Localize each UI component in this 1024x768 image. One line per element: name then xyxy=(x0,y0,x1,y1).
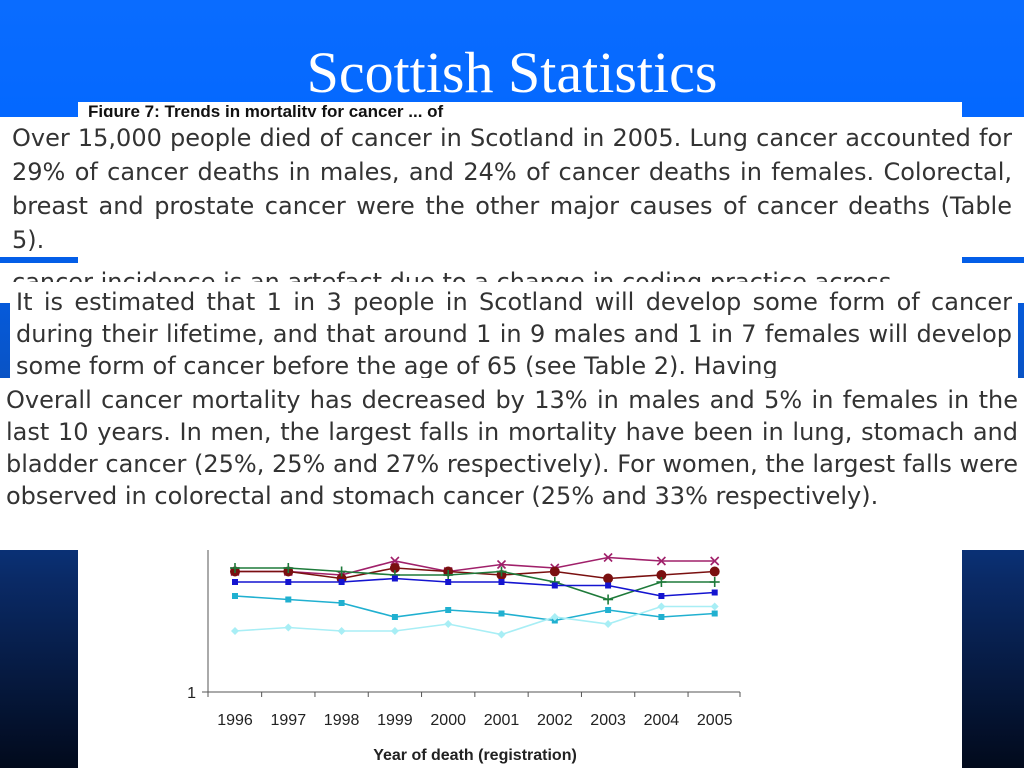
lifetime-risk-text: It is estimated that 1 in 3 people in Sc… xyxy=(10,282,1018,378)
series-line xyxy=(234,605,715,636)
data-point xyxy=(710,556,720,566)
data-point xyxy=(231,627,239,635)
y-tick-label: 1 xyxy=(187,685,196,702)
data-point xyxy=(284,623,293,632)
x-tick-label: 1996 xyxy=(217,712,253,729)
data-point xyxy=(658,593,665,599)
data-point xyxy=(338,600,345,606)
data-point xyxy=(390,627,399,635)
x-tick-label: 1999 xyxy=(377,712,413,729)
data-point xyxy=(390,556,400,566)
data-point xyxy=(657,602,666,611)
data-point xyxy=(496,559,507,570)
series-line xyxy=(234,595,715,622)
data-point xyxy=(232,593,238,599)
data-point xyxy=(389,563,400,573)
x-tick-label: 2001 xyxy=(484,712,520,729)
data-point xyxy=(338,579,345,585)
data-point xyxy=(497,630,506,639)
data-point xyxy=(285,596,292,603)
data-point xyxy=(603,573,614,584)
data-point xyxy=(711,589,718,596)
x-tick-label: 2002 xyxy=(537,712,573,729)
data-point xyxy=(605,607,612,613)
x-tick-label: 2004 xyxy=(644,712,680,729)
mortality-trend-text: Overall cancer mortality has decreased b… xyxy=(0,378,1024,550)
data-point xyxy=(445,579,452,585)
data-point xyxy=(603,552,613,563)
data-point xyxy=(232,579,238,585)
x-tick-label: 1998 xyxy=(324,712,360,729)
lifetime-risk-paragraph: It is estimated that 1 in 3 people in Sc… xyxy=(16,288,1012,378)
figure-caption: Figure 7: Trends in mortality for cancer… xyxy=(88,102,444,121)
data-point xyxy=(656,570,667,580)
mortality-trend-paragraph: Overall cancer mortality has decreased b… xyxy=(6,386,1018,510)
x-axis-label: Year of death (registration) xyxy=(373,747,577,764)
x-tick-label: 1997 xyxy=(271,712,307,729)
series-line xyxy=(235,556,715,576)
data-point xyxy=(709,566,720,577)
data-point xyxy=(551,582,558,589)
cancer-deaths-text: Over 15,000 people died of cancer in Sco… xyxy=(0,117,1024,257)
data-point xyxy=(550,613,559,621)
x-tick-label: 2005 xyxy=(697,712,733,729)
data-point xyxy=(656,556,666,566)
data-point xyxy=(604,620,613,628)
data-point xyxy=(445,607,452,613)
data-point xyxy=(658,614,665,620)
data-point xyxy=(605,582,612,589)
series-line xyxy=(235,577,715,597)
data-point xyxy=(337,627,346,635)
x-tick-label: 2000 xyxy=(430,712,466,729)
data-point xyxy=(391,575,398,582)
data-point xyxy=(498,610,505,617)
cancer-deaths-paragraph: Over 15,000 people died of cancer in Sco… xyxy=(12,124,1012,254)
data-point xyxy=(498,579,505,585)
data-point xyxy=(444,620,453,628)
data-point xyxy=(710,602,719,611)
data-point xyxy=(711,610,718,617)
data-point xyxy=(549,566,560,577)
x-tick-label: 2003 xyxy=(590,712,626,729)
data-point xyxy=(391,614,398,620)
mortality-chart: 1 1996 1997 1998 1999 2000 2001 2002 2003 2004 200… xyxy=(187,540,741,764)
data-point xyxy=(285,579,292,585)
slide-title: Scottish Statistics xyxy=(306,40,718,105)
